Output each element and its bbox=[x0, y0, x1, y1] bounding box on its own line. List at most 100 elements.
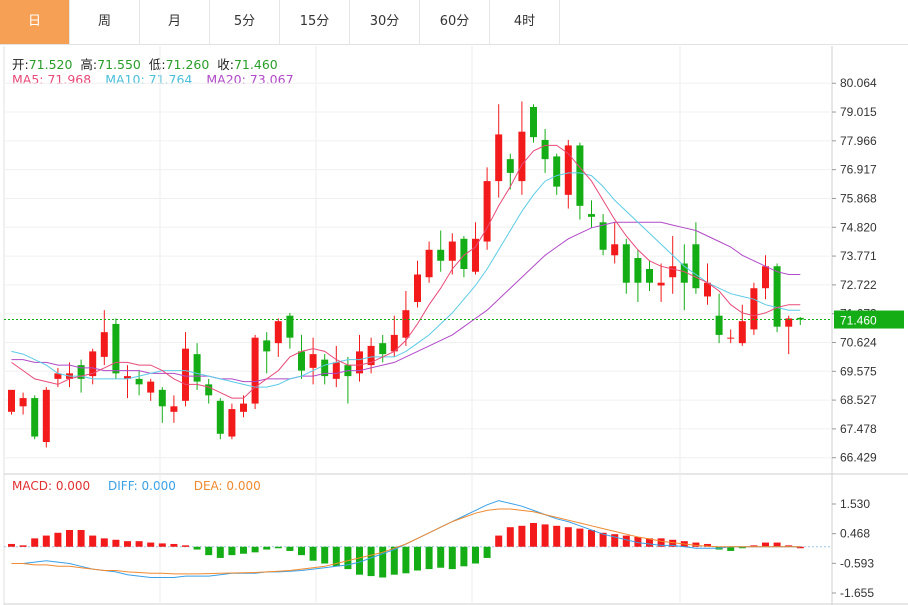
macd-bar bbox=[332, 546, 340, 567]
y-tick-label: 66.429 bbox=[840, 451, 877, 465]
candle-body bbox=[622, 244, 630, 283]
low-label: 低: bbox=[148, 57, 166, 72]
macd-bar bbox=[263, 546, 271, 550]
candle-body bbox=[100, 332, 108, 357]
macd-bar bbox=[112, 539, 120, 547]
macd-bar bbox=[646, 538, 653, 547]
candle-body bbox=[495, 134, 503, 182]
y-tick-label: 77.966 bbox=[840, 134, 877, 148]
candle-body bbox=[274, 321, 282, 344]
macd-y-tick-label: 1.530 bbox=[840, 497, 870, 511]
macd-legend: MACD: 0.000 DIFF: 0.000 DEA: 0.000 bbox=[12, 479, 275, 493]
tab-30min[interactable]: 30分 bbox=[350, 0, 420, 44]
macd-bar bbox=[321, 546, 329, 564]
macd-bar bbox=[448, 546, 456, 570]
macd-bar bbox=[390, 546, 398, 575]
macd-bar bbox=[54, 532, 62, 547]
candle-body bbox=[646, 269, 653, 283]
tab-day[interactable]: 日 bbox=[0, 0, 70, 44]
macd-bar bbox=[147, 542, 155, 547]
y-tick-label: 80.064 bbox=[840, 76, 877, 90]
macd-bar bbox=[286, 546, 294, 551]
tab-week[interactable]: 周 bbox=[70, 0, 140, 44]
macd-bar bbox=[240, 546, 247, 554]
candle-body bbox=[8, 389, 15, 412]
macd-bar bbox=[66, 529, 73, 547]
candle-body bbox=[611, 244, 619, 256]
low-value: 71.260 bbox=[165, 57, 210, 72]
close-value: 71.460 bbox=[233, 57, 278, 72]
macd-bar bbox=[367, 546, 375, 577]
macd-bar bbox=[495, 535, 503, 547]
tab-60min[interactable]: 60分 bbox=[420, 0, 490, 44]
macd-y-tick-label: 0.468 bbox=[840, 527, 870, 541]
candle-body bbox=[42, 389, 50, 443]
candle-body bbox=[657, 282, 665, 286]
macd-bar bbox=[611, 534, 619, 547]
macd-bar bbox=[518, 525, 526, 547]
macd-bar bbox=[124, 541, 131, 547]
ma10-line bbox=[11, 172, 801, 388]
macd-bar bbox=[298, 546, 305, 556]
macd-bar bbox=[205, 546, 213, 556]
candle-body bbox=[89, 351, 97, 377]
macd-bar bbox=[472, 546, 479, 564]
macd-bar bbox=[576, 528, 584, 547]
y-tick-label: 70.624 bbox=[840, 335, 877, 349]
y-tick-label: 68.527 bbox=[840, 393, 877, 407]
macd-bar bbox=[669, 539, 677, 547]
tab-month[interactable]: 月 bbox=[140, 0, 210, 44]
candle-body bbox=[750, 288, 758, 330]
period-tabs: 日 周 月 5分 15分 30分 60分 4时 bbox=[0, 0, 908, 45]
ma20-line bbox=[11, 221, 801, 383]
macd-bar bbox=[170, 543, 178, 547]
candle-body bbox=[31, 398, 39, 437]
dea-line bbox=[11, 508, 801, 575]
tab-15min[interactable]: 15分 bbox=[280, 0, 350, 44]
candle-body bbox=[715, 315, 723, 335]
macd-y-tick-label: -0.593 bbox=[840, 556, 874, 570]
current-price-badge bbox=[834, 310, 904, 329]
macd-bar bbox=[228, 546, 236, 556]
candle-body bbox=[541, 139, 549, 160]
candle-body bbox=[298, 351, 305, 371]
macd-bar bbox=[796, 546, 804, 549]
y-tick-label: 67.478 bbox=[840, 422, 877, 436]
macd-bar bbox=[158, 543, 166, 547]
high-value: 71.550 bbox=[97, 57, 141, 72]
candle-body bbox=[564, 145, 572, 195]
open-label: 开: bbox=[12, 57, 29, 72]
candle-body bbox=[506, 159, 514, 173]
macd-bar bbox=[251, 546, 259, 553]
candle-body bbox=[309, 354, 317, 368]
macd-bar bbox=[541, 524, 549, 547]
candle-body bbox=[483, 181, 491, 242]
tab-5min[interactable]: 5分 bbox=[210, 0, 280, 44]
candle-body bbox=[182, 348, 189, 401]
macd-bar bbox=[100, 538, 108, 547]
candle-body bbox=[135, 378, 143, 385]
candle-body bbox=[425, 249, 433, 278]
macd-bar bbox=[634, 536, 642, 547]
candle-body bbox=[472, 238, 479, 272]
macd-value: MACD: 0.000 bbox=[12, 479, 91, 493]
candle-body bbox=[576, 145, 584, 206]
candle-body bbox=[762, 266, 769, 289]
macd-bar bbox=[530, 523, 537, 547]
candle-body bbox=[796, 317, 804, 320]
macd-bar bbox=[599, 532, 607, 547]
candle-body bbox=[286, 315, 294, 338]
tab-4hour[interactable]: 4时 bbox=[490, 0, 560, 44]
macd-bar bbox=[402, 546, 410, 574]
candle-body bbox=[251, 337, 259, 404]
current-price-label: 71.460 bbox=[840, 314, 877, 328]
candle-body bbox=[448, 241, 456, 261]
candle-body bbox=[414, 274, 421, 302]
macd-bar bbox=[77, 529, 85, 547]
candle-body bbox=[785, 318, 793, 327]
candle-body bbox=[530, 106, 537, 138]
candle-body bbox=[193, 354, 201, 382]
candle-body bbox=[379, 343, 387, 355]
candle-body bbox=[367, 345, 375, 366]
